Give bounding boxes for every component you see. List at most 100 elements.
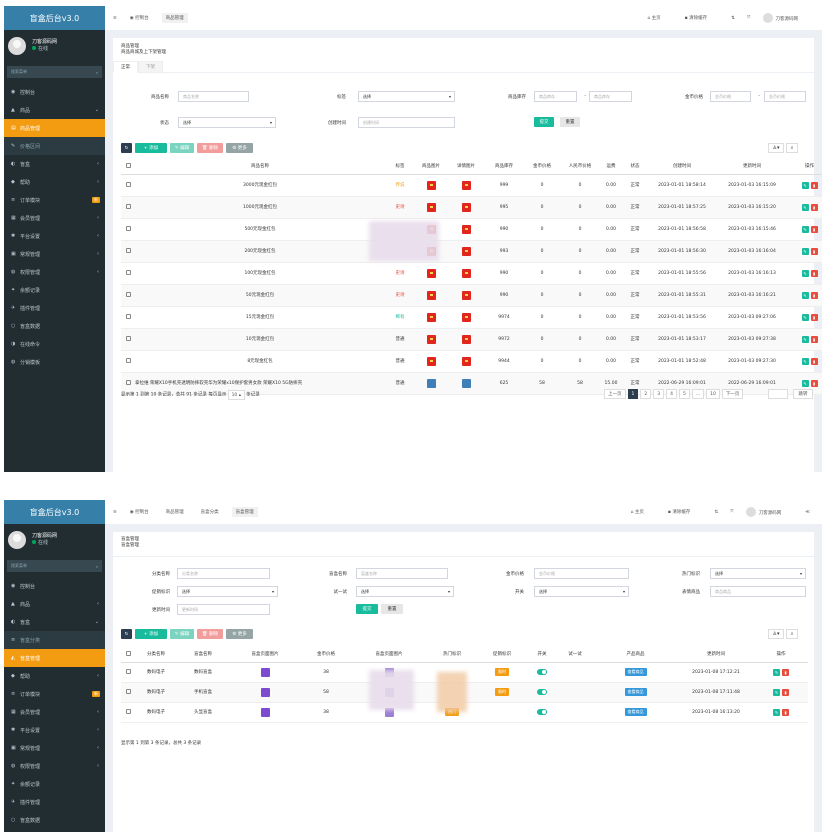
goods-image[interactable]	[426, 268, 436, 278]
edit-icon[interactable]: ✎	[801, 247, 809, 255]
trash-icon[interactable]: ▮	[810, 291, 818, 299]
sidebar-item[interactable]: ◉ 控制台	[4, 577, 105, 595]
more-button[interactable]: ⚙ 更多	[226, 629, 253, 639]
sidebar-search-input[interactable]: 搜索菜单	[11, 69, 27, 74]
edit-icon[interactable]: ✎	[801, 335, 809, 343]
sidebar-item[interactable]: ▣ 常规管理 ‹	[4, 739, 105, 757]
detail-image[interactable]	[461, 334, 471, 344]
column-header[interactable]: 热门标识	[427, 647, 477, 663]
row-checkbox[interactable]	[121, 196, 135, 219]
header-tab-dashboard[interactable]: ◉ 控制台	[129, 16, 149, 21]
sidebar-item[interactable]: ◍ 权限管理 ‹	[4, 757, 105, 775]
sidebar-item[interactable]: ◍ 分销模板	[4, 353, 105, 371]
column-header[interactable]: 金币价格	[523, 159, 561, 175]
checkbox-icon[interactable]	[125, 651, 131, 657]
edit-icon[interactable]: ✎	[801, 269, 809, 277]
box-name-input[interactable]: 盲盒名称	[356, 568, 448, 579]
add-button[interactable]: + 添加	[135, 143, 167, 153]
translate-icon[interactable]: ⇅	[731, 15, 735, 21]
goods-name-input[interactable]: 商品名称	[178, 91, 249, 102]
select-all-checkbox[interactable]	[121, 159, 135, 175]
page-button[interactable]: 下一页	[721, 389, 744, 399]
detail-image[interactable]	[461, 268, 471, 278]
edit-icon[interactable]: ✎	[801, 203, 809, 211]
row-checkbox[interactable]	[121, 174, 135, 197]
sidebar-item[interactable]: ◉ 控制台	[4, 83, 105, 101]
detail-image[interactable]	[461, 180, 471, 190]
submit-button[interactable]: 提交	[534, 117, 554, 127]
column-header[interactable]: 产品商品	[593, 647, 678, 663]
header-tab-goods[interactable]: 商品管理	[161, 13, 188, 23]
sidebar-item[interactable]: ≡ 盲盒分类	[4, 631, 105, 649]
promo-select[interactable]: 选择	[177, 586, 278, 597]
edit-icon[interactable]: ✎	[801, 357, 809, 365]
sidebar-item[interactable]: ✈ 插件管理	[4, 299, 105, 317]
edit-icon[interactable]: ✎	[773, 708, 780, 716]
edit-button[interactable]: ✎ 编辑	[170, 629, 194, 639]
detail-image[interactable]	[461, 246, 471, 256]
row-checkbox[interactable]	[121, 218, 135, 241]
goods-image[interactable]	[426, 290, 436, 300]
trash-icon[interactable]: ▮	[810, 357, 818, 365]
hot-select[interactable]: 选择	[710, 568, 806, 579]
detail-image[interactable]	[461, 378, 471, 388]
row-checkbox[interactable]	[121, 328, 135, 351]
submit-button[interactable]: 提交	[356, 604, 378, 614]
column-header[interactable]: 状态	[623, 159, 647, 175]
table-search-icon[interactable]: ⌕	[786, 143, 798, 153]
stock-min-input[interactable]: 商品库存	[534, 91, 577, 102]
search-icon[interactable]: ⌕	[95, 563, 98, 569]
box-page-image[interactable]	[384, 707, 394, 717]
table-row[interactable]: 50元现金红包 史诗 990 0 0 0.00 正常 2023-01-01 18:55:31 2…	[121, 284, 822, 307]
sidebar-item[interactable]: ◆ 帮助 ‹	[4, 173, 105, 191]
checkbox-icon[interactable]	[125, 163, 131, 169]
sidebar-item[interactable]: ✱ 平台设置 ‹	[4, 227, 105, 245]
checkbox-icon[interactable]	[125, 226, 131, 231]
tab-normal[interactable]: 正常	[113, 61, 138, 73]
category-input[interactable]: 分类名称	[177, 568, 270, 579]
switch-toggle[interactable]	[537, 688, 547, 695]
trash-icon[interactable]: ▮	[810, 225, 818, 233]
detail-image[interactable]	[461, 224, 471, 234]
column-header[interactable]: 促销标识	[477, 647, 527, 663]
checkbox-icon[interactable]	[125, 358, 131, 363]
page-jump-input[interactable]	[768, 389, 788, 399]
goods-image[interactable]	[426, 202, 436, 212]
checkbox-icon[interactable]	[125, 248, 131, 253]
sidebar-item[interactable]: ✦ 余额记录	[4, 775, 105, 793]
edit-icon[interactable]: ✎	[801, 313, 809, 321]
row-checkbox[interactable]	[121, 702, 135, 723]
table-row[interactable]: 200元现金红包 993 0 0 0.00 正常 2023-01-01 18:56:30 20…	[121, 240, 822, 263]
delete-button[interactable]: 🗑 删除	[197, 143, 223, 153]
row-checkbox[interactable]	[121, 350, 135, 373]
translate-icon[interactable]: ⇅	[714, 509, 719, 515]
trash-icon[interactable]: ▮	[810, 379, 818, 387]
header-user[interactable]: 刀客源码网	[745, 507, 794, 517]
fullscreen-icon[interactable]: ⤧	[730, 510, 734, 515]
edit-icon[interactable]: ✎	[801, 291, 809, 299]
tab-offshelf[interactable]: 下架	[138, 61, 163, 73]
checkbox-icon[interactable]	[125, 709, 131, 714]
more-button[interactable]: ⚙ 更多	[226, 143, 253, 153]
try-select[interactable]: 选择	[356, 586, 454, 597]
box-image[interactable]	[260, 707, 270, 717]
table-row[interactable]: 数码电子 数码盲盒 38 限时 查看商品 2023-01-08 17:12:21 ✎ ▮	[121, 662, 808, 683]
home-link[interactable]: ⌂ 主页	[647, 16, 661, 21]
page-size-select[interactable]: 10 ▴	[227, 390, 245, 400]
edit-icon[interactable]: ✎	[801, 181, 809, 189]
column-header[interactable]: 更新时间	[678, 647, 754, 663]
sidebar-item[interactable]: ○ 盲盒数据	[4, 317, 105, 335]
box-image[interactable]	[260, 687, 270, 697]
header-tab-goods[interactable]: 商品管理	[162, 507, 188, 517]
trash-icon[interactable]: ▮	[782, 688, 789, 696]
table-row[interactable]: 100元现金红包 史诗 990 0 0 0.00 正常 2023-01-01 18:55:56…	[121, 262, 822, 285]
row-checkbox[interactable]	[121, 306, 135, 329]
column-header[interactable]: 标签	[385, 159, 415, 175]
checkbox-icon[interactable]	[125, 270, 131, 275]
clear-cache-link[interactable]: ▪ 清除缓存	[684, 16, 708, 21]
column-header[interactable]: 商品库存	[485, 159, 523, 175]
sidebar-item[interactable]: ✦ 余额记录	[4, 281, 105, 299]
row-checkbox[interactable]	[121, 372, 135, 395]
detail-image[interactable]	[461, 312, 471, 322]
sidebar-item[interactable]: ✎ 价格区间	[4, 137, 105, 155]
